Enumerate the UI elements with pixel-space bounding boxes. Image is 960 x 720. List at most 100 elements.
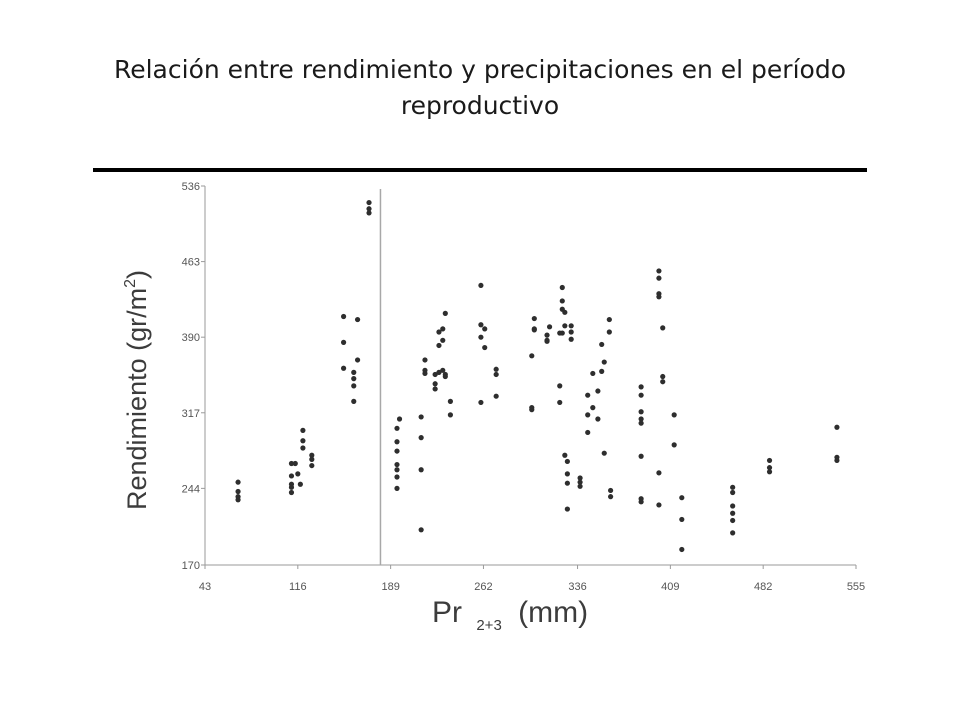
data-point	[679, 516, 685, 523]
data-point	[595, 416, 601, 422]
data-point	[834, 457, 840, 464]
data-point	[309, 456, 315, 462]
data-point	[608, 487, 614, 494]
data-point	[568, 336, 574, 342]
y-tick-label: 463	[182, 257, 200, 269]
data-point	[394, 425, 400, 431]
data-point	[638, 416, 644, 422]
data-point	[447, 412, 453, 418]
data-point	[529, 353, 535, 359]
data-point	[295, 471, 301, 477]
data-point	[418, 435, 424, 441]
data-point	[546, 324, 553, 330]
x-tick-label: 262	[474, 581, 492, 593]
data-point	[638, 453, 644, 459]
y-tick-label: 317	[182, 408, 200, 420]
data-point	[564, 471, 570, 477]
data-point	[638, 392, 644, 398]
x-tick-label: 116	[289, 581, 307, 593]
data-point	[366, 210, 372, 216]
data-point	[436, 342, 442, 349]
data-point	[638, 499, 644, 505]
data-point	[436, 369, 442, 375]
data-point	[656, 470, 662, 476]
data-point	[730, 510, 736, 516]
data-point	[309, 462, 315, 469]
data-point	[478, 282, 484, 289]
data-point	[235, 488, 241, 495]
data-point	[288, 460, 295, 467]
data-point	[834, 424, 840, 430]
data-point	[766, 469, 773, 475]
data-point	[559, 284, 565, 291]
data-point	[340, 313, 347, 320]
data-point	[394, 461, 400, 468]
data-point	[422, 357, 428, 363]
y-tick-labels: 170 244 317 390 463 536	[182, 181, 205, 572]
data-point	[394, 474, 400, 480]
data-point	[638, 420, 644, 426]
data-point	[440, 367, 446, 373]
data-point	[482, 326, 488, 332]
data-point	[577, 479, 583, 485]
data-point	[288, 484, 295, 490]
data-point	[559, 330, 565, 336]
data-point	[235, 479, 241, 485]
data-point	[351, 369, 357, 375]
data-point	[608, 494, 614, 500]
data-point	[590, 370, 596, 377]
data-point	[340, 365, 347, 371]
data-point	[601, 359, 607, 365]
data-point	[564, 458, 570, 465]
data-point	[309, 452, 315, 458]
data-point	[656, 294, 662, 300]
data-point	[442, 373, 448, 380]
data-point	[351, 376, 357, 382]
y-tick-label: 536	[182, 181, 200, 193]
data-point	[590, 405, 596, 411]
data-point	[482, 344, 488, 351]
data-point	[478, 399, 484, 406]
data-point	[354, 316, 361, 323]
data-point	[577, 483, 583, 489]
data-point	[766, 465, 773, 471]
y-tick-label: 170	[182, 560, 200, 572]
data-point	[730, 517, 736, 524]
data-point	[606, 329, 612, 335]
data-point	[766, 457, 773, 464]
data-point	[418, 527, 424, 533]
x-tick-label: 336	[568, 581, 586, 593]
data-point	[447, 398, 453, 404]
data-point	[656, 268, 662, 274]
data-point	[730, 484, 736, 490]
title-divider	[93, 168, 867, 172]
data-point	[660, 373, 666, 380]
data-point	[366, 199, 372, 206]
data-point	[679, 546, 685, 553]
data-point	[394, 485, 400, 491]
data-point	[394, 448, 400, 454]
x-tick-label: 189	[381, 581, 399, 593]
data-point	[531, 326, 537, 332]
data-point	[493, 371, 499, 378]
data-point	[351, 383, 357, 389]
data-point	[436, 329, 442, 335]
data-point	[557, 399, 563, 406]
data-points	[235, 199, 840, 553]
x-tick-label: 409	[661, 581, 679, 593]
data-point	[440, 337, 446, 343]
data-point	[585, 412, 591, 418]
data-point	[656, 275, 662, 281]
data-point	[730, 503, 736, 509]
x-axis-label: Pr 2+3 (mm)	[432, 596, 588, 637]
data-point	[730, 489, 736, 496]
data-point	[394, 467, 400, 473]
data-point	[300, 427, 306, 433]
data-point	[577, 475, 583, 481]
data-point	[562, 323, 568, 329]
data-point	[351, 398, 357, 404]
data-point	[599, 368, 605, 374]
data-point	[601, 450, 607, 456]
data-point	[478, 322, 484, 328]
